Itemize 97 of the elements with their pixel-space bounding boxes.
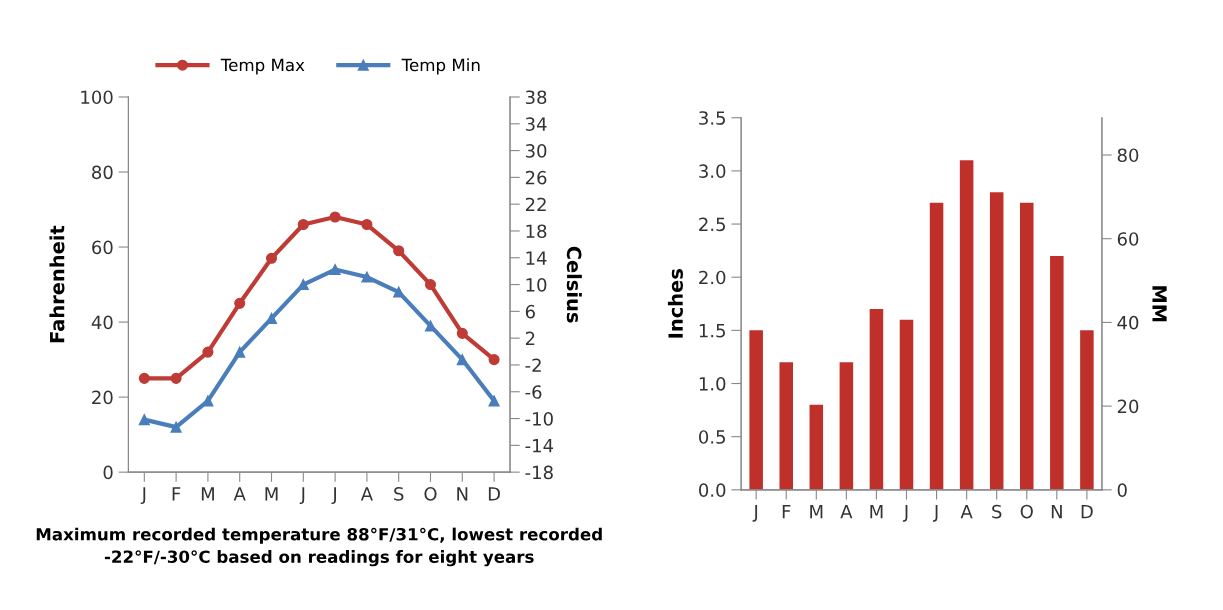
bar [989, 192, 1004, 490]
y2-tick-label: 34 [525, 117, 547, 131]
y-axis-title: Fahrenheit [49, 225, 65, 343]
y-tick-label: 40 [91, 315, 113, 330]
bar [839, 362, 854, 490]
point [202, 346, 214, 358]
x-tick-label: J [932, 504, 938, 522]
y-tick-label: 2.0 [699, 270, 726, 285]
x-tick-label: S [992, 504, 1002, 519]
y2-tick-label: -2 [525, 358, 541, 372]
x-tick-label: M [870, 504, 883, 519]
y2-axis-title: MM [1152, 286, 1167, 322]
point [393, 286, 405, 298]
x-tick-label: J [331, 487, 336, 505]
y2-tick-label: 20 [1117, 399, 1139, 414]
point [488, 395, 500, 407]
x-tick-label: D [488, 487, 500, 501]
point [329, 264, 341, 276]
y2-tick-label: 60 [1117, 232, 1139, 246]
y2-tick-label: -14 [525, 439, 554, 453]
bar [749, 330, 763, 490]
x-tick-label: F [782, 504, 791, 519]
y2-tick-label: -18 [525, 465, 553, 480]
point [456, 327, 468, 339]
point [265, 252, 278, 264]
x-tick-label: J [299, 487, 305, 505]
y2-tick-label: 40 [1117, 315, 1139, 330]
bar [1019, 202, 1034, 490]
x-tick-label: N [1051, 504, 1062, 519]
legend-label: Temp Min [401, 58, 480, 75]
x-tick-label: F [172, 487, 181, 501]
point [488, 354, 500, 366]
y-tick-label: 3.5 [699, 111, 725, 125]
y-tick-label: 0.5 [699, 430, 725, 444]
x-tick-label: J [902, 504, 908, 522]
y-tick-label: 0 [103, 465, 113, 480]
y-tick-label: 0.0 [699, 483, 726, 497]
bar [929, 202, 944, 490]
bar [809, 404, 824, 490]
y-tick-label: 3.0 [699, 164, 726, 178]
x-tick-label: A [360, 487, 373, 501]
point [361, 271, 373, 283]
point [393, 245, 405, 257]
point [329, 211, 341, 223]
bar [899, 319, 914, 490]
x-tick-label: M [810, 504, 823, 519]
y2-tick-label: 0 [1117, 483, 1127, 497]
point [138, 414, 150, 426]
x-tick-label: J [140, 487, 146, 505]
y-tick-label: 60 [92, 240, 113, 255]
x-tick-label: A [960, 504, 973, 519]
point [297, 218, 309, 231]
y-tick-label: 1.5 [699, 324, 725, 338]
point [361, 218, 373, 231]
y2-tick-label: -10 [525, 412, 553, 426]
x-tick-label: M [201, 487, 214, 501]
y2-tick-label: 22 [525, 197, 546, 212]
y2-axis-title: Celsius [566, 246, 582, 323]
text: Maximum recorded temperature 88°F/31°C, lowest recorded -22°F/-30°C based on readings for eight years [36, 527, 602, 567]
point [170, 421, 182, 433]
point [456, 354, 468, 366]
point [424, 279, 437, 291]
x-tick-label: M [265, 487, 278, 501]
legend-label: Temp Max [220, 58, 305, 75]
y2-tick-label: 2 [525, 331, 535, 346]
x-tick-label: N [457, 487, 468, 501]
y-tick-label: 80 [92, 165, 113, 180]
x-tick-label: O [1020, 504, 1033, 519]
y2-tick-label: 80 [1117, 148, 1139, 163]
y2-tick-label: 26 [525, 170, 547, 185]
x-tick-label: S [394, 487, 404, 501]
bar [779, 362, 793, 490]
x-tick-label: A [840, 504, 853, 519]
y-axis-title: Inches [667, 269, 683, 338]
point [138, 372, 150, 384]
point [234, 297, 246, 309]
y2-tick-label: 14 [526, 251, 547, 265]
bar [1080, 330, 1094, 490]
y-tick-label: 1.0 [699, 376, 726, 391]
y2-tick-label: -6 [525, 385, 542, 399]
x-tick-label: A [233, 487, 246, 501]
point [234, 346, 246, 358]
y-tick-label: 2.5 [699, 217, 725, 232]
y2-tick-label: 38 [525, 90, 547, 105]
bar [869, 309, 884, 490]
y-tick-label: 20 [92, 390, 113, 405]
y2-tick-label: 30 [525, 144, 547, 158]
x-tick-label: D [1081, 504, 1093, 519]
y-tick-label: 100 [81, 90, 113, 105]
point [170, 372, 182, 384]
x-tick-label: O [424, 487, 437, 501]
y2-tick-label: 18 [526, 224, 547, 239]
y2-tick-label: 6 [525, 304, 535, 319]
bar [959, 160, 974, 490]
bar [1050, 255, 1064, 490]
x-tick-label: J [752, 504, 758, 522]
y2-tick-label: 10 [526, 278, 547, 292]
